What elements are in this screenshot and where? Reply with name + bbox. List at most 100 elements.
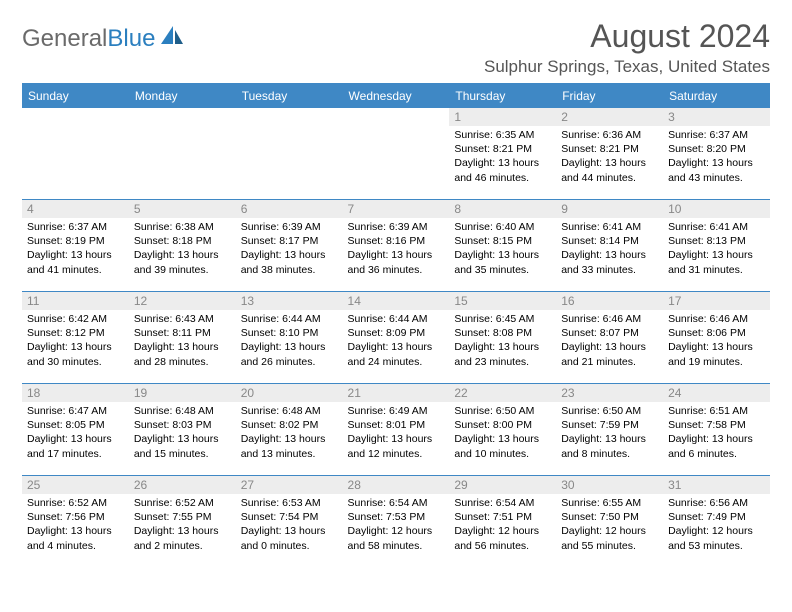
calendar-cell: 1Sunrise: 6:35 AMSunset: 8:21 PMDaylight… — [449, 108, 556, 200]
calendar-cell: 11Sunrise: 6:42 AMSunset: 8:12 PMDayligh… — [22, 292, 129, 384]
day-details: Sunrise: 6:54 AMSunset: 7:51 PMDaylight:… — [449, 494, 556, 557]
day-number: 21 — [343, 384, 450, 402]
day-header: Sunday — [22, 84, 129, 108]
day-number: 26 — [129, 476, 236, 494]
calendar-cell: 21Sunrise: 6:49 AMSunset: 8:01 PMDayligh… — [343, 384, 450, 476]
day-details: Sunrise: 6:51 AMSunset: 7:58 PMDaylight:… — [663, 402, 770, 465]
day-header: Thursday — [449, 84, 556, 108]
day-number: 1 — [449, 108, 556, 126]
day-number: 30 — [556, 476, 663, 494]
day-number: 6 — [236, 200, 343, 218]
day-header: Saturday — [663, 84, 770, 108]
day-details: Sunrise: 6:43 AMSunset: 8:11 PMDaylight:… — [129, 310, 236, 373]
day-details: Sunrise: 6:53 AMSunset: 7:54 PMDaylight:… — [236, 494, 343, 557]
calendar-cell: 10Sunrise: 6:41 AMSunset: 8:13 PMDayligh… — [663, 200, 770, 292]
calendar-cell: 19Sunrise: 6:48 AMSunset: 8:03 PMDayligh… — [129, 384, 236, 476]
calendar-cell: 17Sunrise: 6:46 AMSunset: 8:06 PMDayligh… — [663, 292, 770, 384]
calendar-cell: 3Sunrise: 6:37 AMSunset: 8:20 PMDaylight… — [663, 108, 770, 200]
sail-icon — [159, 24, 185, 53]
calendar-cell: 18Sunrise: 6:47 AMSunset: 8:05 PMDayligh… — [22, 384, 129, 476]
day-number: 23 — [556, 384, 663, 402]
calendar-cell: 16Sunrise: 6:46 AMSunset: 8:07 PMDayligh… — [556, 292, 663, 384]
calendar-cell — [343, 108, 450, 200]
day-details: Sunrise: 6:50 AMSunset: 8:00 PMDaylight:… — [449, 402, 556, 465]
month-title: August 2024 — [484, 18, 770, 55]
calendar-cell: 2Sunrise: 6:36 AMSunset: 8:21 PMDaylight… — [556, 108, 663, 200]
day-details: Sunrise: 6:42 AMSunset: 8:12 PMDaylight:… — [22, 310, 129, 373]
calendar-cell: 28Sunrise: 6:54 AMSunset: 7:53 PMDayligh… — [343, 476, 450, 568]
header: GeneralBlue August 2024 Sulphur Springs,… — [22, 18, 770, 77]
day-details: Sunrise: 6:44 AMSunset: 8:10 PMDaylight:… — [236, 310, 343, 373]
day-number: 9 — [556, 200, 663, 218]
calendar-cell: 7Sunrise: 6:39 AMSunset: 8:16 PMDaylight… — [343, 200, 450, 292]
day-details: Sunrise: 6:40 AMSunset: 8:15 PMDaylight:… — [449, 218, 556, 281]
day-details: Sunrise: 6:56 AMSunset: 7:49 PMDaylight:… — [663, 494, 770, 557]
location: Sulphur Springs, Texas, United States — [484, 57, 770, 77]
day-details: Sunrise: 6:46 AMSunset: 8:06 PMDaylight:… — [663, 310, 770, 373]
calendar-cell: 22Sunrise: 6:50 AMSunset: 8:00 PMDayligh… — [449, 384, 556, 476]
calendar-cell: 5Sunrise: 6:38 AMSunset: 8:18 PMDaylight… — [129, 200, 236, 292]
title-block: August 2024 Sulphur Springs, Texas, Unit… — [484, 18, 770, 77]
calendar-cell: 27Sunrise: 6:53 AMSunset: 7:54 PMDayligh… — [236, 476, 343, 568]
day-number: 10 — [663, 200, 770, 218]
calendar-cell: 9Sunrise: 6:41 AMSunset: 8:14 PMDaylight… — [556, 200, 663, 292]
day-number: 20 — [236, 384, 343, 402]
calendar-body: 1Sunrise: 6:35 AMSunset: 8:21 PMDaylight… — [22, 108, 770, 568]
day-details: Sunrise: 6:52 AMSunset: 7:55 PMDaylight:… — [129, 494, 236, 557]
day-details: Sunrise: 6:37 AMSunset: 8:19 PMDaylight:… — [22, 218, 129, 281]
day-details: Sunrise: 6:44 AMSunset: 8:09 PMDaylight:… — [343, 310, 450, 373]
calendar-cell: 13Sunrise: 6:44 AMSunset: 8:10 PMDayligh… — [236, 292, 343, 384]
day-number: 4 — [22, 200, 129, 218]
calendar-cell: 30Sunrise: 6:55 AMSunset: 7:50 PMDayligh… — [556, 476, 663, 568]
day-details: Sunrise: 6:41 AMSunset: 8:14 PMDaylight:… — [556, 218, 663, 281]
calendar-cell: 4Sunrise: 6:37 AMSunset: 8:19 PMDaylight… — [22, 200, 129, 292]
day-number: 28 — [343, 476, 450, 494]
calendar-cell: 6Sunrise: 6:39 AMSunset: 8:17 PMDaylight… — [236, 200, 343, 292]
day-number: 5 — [129, 200, 236, 218]
day-details: Sunrise: 6:48 AMSunset: 8:02 PMDaylight:… — [236, 402, 343, 465]
calendar-cell: 14Sunrise: 6:44 AMSunset: 8:09 PMDayligh… — [343, 292, 450, 384]
day-details: Sunrise: 6:54 AMSunset: 7:53 PMDaylight:… — [343, 494, 450, 557]
day-details: Sunrise: 6:37 AMSunset: 8:20 PMDaylight:… — [663, 126, 770, 189]
day-number: 8 — [449, 200, 556, 218]
logo-text-1: General — [22, 25, 107, 53]
day-number: 19 — [129, 384, 236, 402]
day-number: 24 — [663, 384, 770, 402]
day-number: 22 — [449, 384, 556, 402]
day-number: 7 — [343, 200, 450, 218]
day-number: 29 — [449, 476, 556, 494]
day-details: Sunrise: 6:55 AMSunset: 7:50 PMDaylight:… — [556, 494, 663, 557]
day-number: 2 — [556, 108, 663, 126]
day-number: 3 — [663, 108, 770, 126]
calendar-cell: 24Sunrise: 6:51 AMSunset: 7:58 PMDayligh… — [663, 384, 770, 476]
day-details: Sunrise: 6:39 AMSunset: 8:17 PMDaylight:… — [236, 218, 343, 281]
day-details: Sunrise: 6:48 AMSunset: 8:03 PMDaylight:… — [129, 402, 236, 465]
calendar-header-row: SundayMondayTuesdayWednesdayThursdayFrid… — [22, 84, 770, 108]
day-number: 11 — [22, 292, 129, 310]
calendar-cell: 26Sunrise: 6:52 AMSunset: 7:55 PMDayligh… — [129, 476, 236, 568]
calendar-cell — [22, 108, 129, 200]
calendar-cell: 12Sunrise: 6:43 AMSunset: 8:11 PMDayligh… — [129, 292, 236, 384]
calendar-cell: 15Sunrise: 6:45 AMSunset: 8:08 PMDayligh… — [449, 292, 556, 384]
calendar-cell: 31Sunrise: 6:56 AMSunset: 7:49 PMDayligh… — [663, 476, 770, 568]
day-number: 15 — [449, 292, 556, 310]
day-header: Tuesday — [236, 84, 343, 108]
day-details: Sunrise: 6:52 AMSunset: 7:56 PMDaylight:… — [22, 494, 129, 557]
day-details: Sunrise: 6:45 AMSunset: 8:08 PMDaylight:… — [449, 310, 556, 373]
day-number: 18 — [22, 384, 129, 402]
day-details: Sunrise: 6:39 AMSunset: 8:16 PMDaylight:… — [343, 218, 450, 281]
day-details: Sunrise: 6:35 AMSunset: 8:21 PMDaylight:… — [449, 126, 556, 189]
day-number: 16 — [556, 292, 663, 310]
day-header: Monday — [129, 84, 236, 108]
day-number: 17 — [663, 292, 770, 310]
day-number: 13 — [236, 292, 343, 310]
logo: GeneralBlue — [22, 18, 185, 53]
day-details: Sunrise: 6:46 AMSunset: 8:07 PMDaylight:… — [556, 310, 663, 373]
calendar-cell: 23Sunrise: 6:50 AMSunset: 7:59 PMDayligh… — [556, 384, 663, 476]
calendar-cell — [236, 108, 343, 200]
day-details: Sunrise: 6:36 AMSunset: 8:21 PMDaylight:… — [556, 126, 663, 189]
logo-text-2: Blue — [107, 25, 155, 53]
calendar-table: SundayMondayTuesdayWednesdayThursdayFrid… — [22, 83, 770, 568]
day-details: Sunrise: 6:49 AMSunset: 8:01 PMDaylight:… — [343, 402, 450, 465]
day-details: Sunrise: 6:50 AMSunset: 7:59 PMDaylight:… — [556, 402, 663, 465]
